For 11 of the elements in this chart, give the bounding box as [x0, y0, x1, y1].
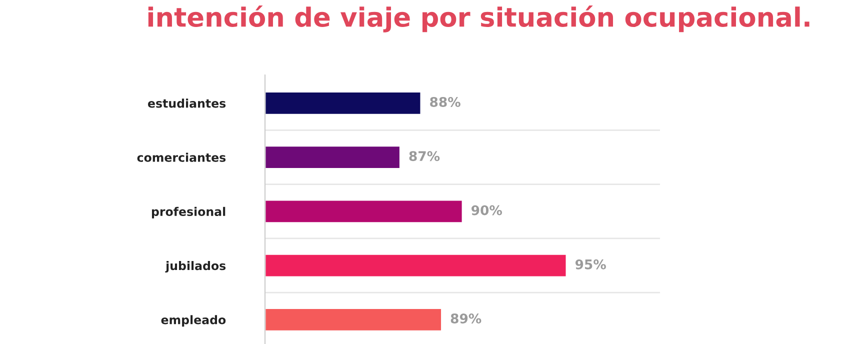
- y-tick-label: jubilados: [165, 261, 226, 273]
- y-tick-label: estudiantes: [148, 98, 226, 108]
- y-tick-label: comerciantes: [137, 152, 226, 162]
- data-label: 87%: [409, 151, 440, 162]
- y-tick-label: empleado: [161, 315, 226, 327]
- y-tick-label: profesional: [152, 206, 226, 218]
- data-label: 90%: [472, 205, 502, 216]
- data-label: 89%: [450, 313, 482, 324]
- data-label: 95%: [575, 259, 606, 270]
- data-label: 88%: [430, 96, 460, 107]
- chart-title: intención de viaje por situación ocupacional.: [148, 6, 810, 32]
